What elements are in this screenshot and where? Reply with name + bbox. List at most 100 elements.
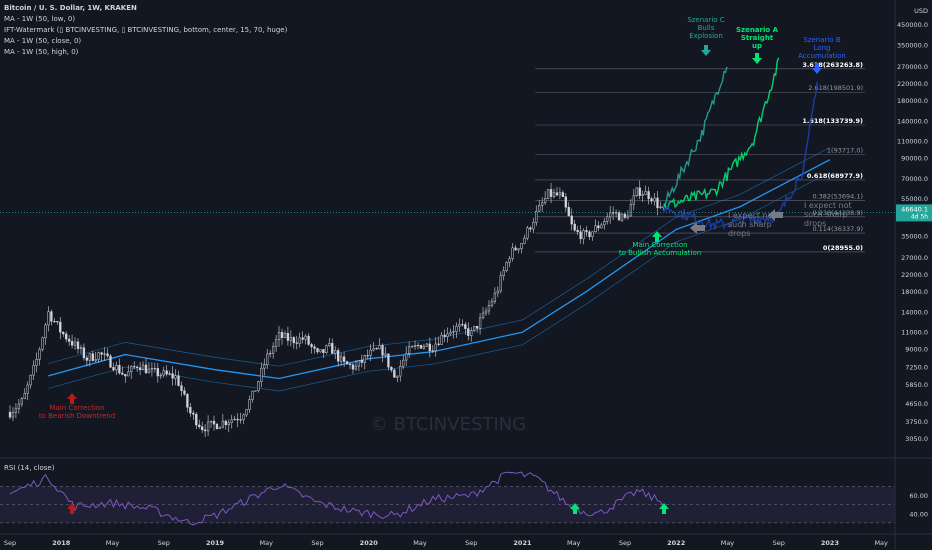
annotation-scenario-b: Szenario B Long Accumulation: [798, 36, 846, 60]
candle-body: [591, 231, 594, 237]
candle-body: [82, 347, 86, 359]
candle-body: [248, 399, 251, 410]
candle-body: [573, 223, 576, 231]
indicator-watermark[interactable]: IFT-Watermark (▯ BTCINVESTING, ▯ BTCINVE…: [4, 26, 288, 34]
fib-level-label: 3.618(263263.8): [802, 61, 863, 69]
candle-body: [165, 370, 168, 375]
candle-body: [53, 320, 56, 323]
candle-body: [328, 343, 331, 346]
candle-body: [558, 192, 562, 196]
scenario-c-arrow-icon: [701, 45, 711, 56]
candle-body: [585, 230, 588, 233]
candle-body: [481, 312, 485, 319]
candle-body: [461, 324, 464, 326]
candle-body: [475, 325, 479, 329]
candle-body: [135, 366, 139, 368]
candle-body: [351, 364, 355, 370]
scenario-b-path: [662, 81, 818, 231]
moving-average-bands: [48, 147, 831, 392]
candle-body: [638, 187, 641, 196]
candle-body: [629, 204, 633, 217]
candle-body: [647, 191, 650, 199]
candle-body: [115, 365, 118, 371]
candle-body: [345, 361, 349, 365]
candle-body: [603, 221, 606, 226]
candle-body: [322, 349, 325, 353]
candle-body: [339, 356, 343, 362]
candle-body: [597, 225, 600, 229]
candle-body: [183, 390, 186, 395]
candle-body: [130, 366, 133, 373]
candle-body: [437, 343, 440, 345]
watermark-layer: © BTCINVESTING: [370, 414, 526, 435]
candle-body: [419, 344, 423, 349]
rsi-legend[interactable]: RSI (14, close): [4, 464, 55, 472]
annotation-line: I expect not: [728, 211, 776, 220]
candle-body: [650, 198, 653, 202]
annotation-line: Szenario B: [803, 36, 840, 44]
candle-body: [538, 204, 541, 212]
price-tick-label: 14000.0: [901, 309, 928, 317]
price-tick-label: 270000.0: [897, 63, 928, 71]
candle-body: [313, 346, 316, 349]
candle-body: [177, 375, 180, 386]
candle-body: [127, 371, 130, 377]
candle-body: [257, 381, 260, 392]
annotation-line: to Bearish Downtrend: [39, 412, 115, 420]
fib-level-label: 1.618(133739.9): [802, 117, 863, 125]
candle-body: [41, 337, 44, 350]
candle-body: [251, 390, 254, 400]
candle-body: [180, 385, 183, 391]
indicator-ma-close[interactable]: MA - 1W (50, close, 0): [4, 37, 82, 45]
candle-body: [274, 339, 278, 347]
candle-body: [206, 421, 210, 432]
candle-body: [416, 344, 420, 347]
price-tick-label: 90000.0: [901, 154, 928, 162]
candle-body: [490, 301, 494, 306]
candle-body: [307, 335, 310, 345]
candle-body: [473, 325, 476, 331]
candle-body: [174, 375, 177, 379]
candle-body: [218, 426, 222, 430]
fib-level-label: 0.382(53694.1): [812, 193, 863, 201]
candle-body: [17, 403, 21, 409]
candle-body: [526, 227, 529, 239]
indicator-ma-low[interactable]: MA - 1W (50, low, 0): [4, 15, 76, 23]
candle-body: [576, 229, 579, 232]
price-tick-label: 220000.0: [897, 80, 928, 88]
candle-body: [387, 353, 390, 368]
candle-body: [440, 334, 443, 345]
indicator-ma-high[interactable]: MA - 1W (50, high, 0): [4, 48, 79, 56]
candle-body: [567, 206, 570, 217]
candle-body: [319, 349, 322, 353]
time-tick-label: Sep: [773, 539, 785, 547]
annotation-line: Szenario C: [687, 16, 724, 24]
candle-body: [546, 189, 550, 199]
candle-body: [212, 420, 216, 425]
candle-body: [390, 366, 393, 371]
candle-body: [304, 335, 307, 340]
price-tick-label: 18000.0: [901, 288, 928, 296]
scenario-projections: [662, 57, 818, 231]
candle-body: [50, 311, 53, 322]
candle-body: [230, 419, 233, 423]
symbol-title[interactable]: Bitcoin / U. S. Dollar, 1W, KRAKEN: [4, 4, 137, 12]
fib-level-label: 1(93717.0): [827, 147, 863, 155]
candle-body: [56, 321, 59, 323]
candle-body: [168, 373, 171, 375]
candle-body: [422, 346, 426, 349]
candle-body: [277, 332, 281, 340]
price-tick-label: 55000.0: [901, 195, 928, 203]
rsi-tick-label: 40.00: [909, 510, 928, 518]
annotation-bullish-accumulation: Main Correction to Bullish Accumulation: [619, 241, 701, 257]
candle-body: [8, 411, 12, 418]
time-tick-label: May: [106, 539, 120, 547]
rsi-green-arrow-icon: [659, 503, 669, 514]
candle-body: [310, 344, 313, 348]
candle-body: [144, 364, 148, 374]
candle-body: [443, 334, 446, 337]
candle-body: [227, 422, 230, 426]
price-tick-label: 110000.0: [897, 138, 928, 146]
candle-body: [337, 350, 340, 362]
annotation-line: Accumulation: [798, 52, 846, 60]
